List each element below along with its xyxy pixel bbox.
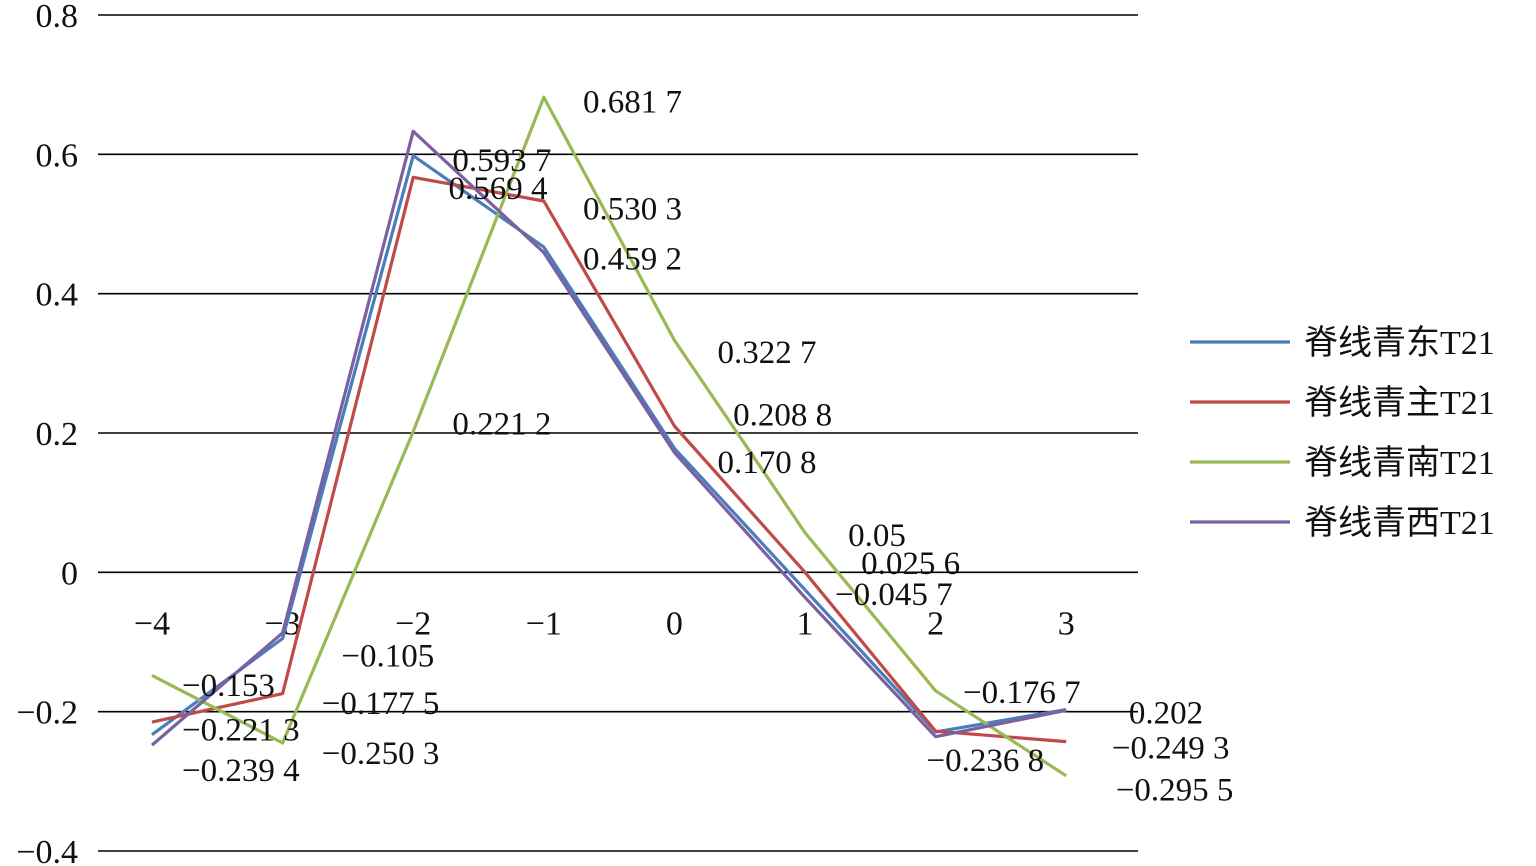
data-label: 0.05 xyxy=(848,518,906,554)
y-tick-label: −0.4 xyxy=(16,834,78,866)
data-label: −0.105 xyxy=(341,639,434,675)
data-label: 0.593 7 xyxy=(452,143,551,179)
x-tick-label: −2 xyxy=(395,605,431,642)
y-tick-label: 0.8 xyxy=(36,0,79,35)
series-line-1 xyxy=(151,154,1067,736)
data-labels: 0.681 7 0.593 70.569 4 0.530 3 0.459 2 0.322… xyxy=(182,85,1233,809)
series-lines xyxy=(150,95,1068,778)
data-label: −0.176 7 xyxy=(963,675,1081,711)
legend-item-1: 脊线青东T21 xyxy=(1190,324,1495,362)
series-line-2 xyxy=(151,175,1067,744)
data-label: 0.322 7 xyxy=(717,335,816,371)
data-label: 0.221 2 xyxy=(452,407,551,443)
legend: 脊线青东T21 脊线青主T21 脊线青南T21 脊线青西T21 xyxy=(1190,324,1495,542)
legend-item-3: 脊线青南T21 xyxy=(1190,444,1495,482)
data-label: 0.025 6 xyxy=(861,546,960,582)
data-label: −0.221 3 xyxy=(182,712,300,748)
data-label: 0.530 3 xyxy=(583,191,682,227)
x-tick-label: 2 xyxy=(927,605,944,642)
data-label: −0.250 3 xyxy=(322,736,440,772)
y-tick-label: 0.6 xyxy=(36,137,79,174)
legend-label: 脊线青主T21 xyxy=(1304,384,1495,422)
data-label: −0.153 xyxy=(182,668,275,704)
series-line-3 xyxy=(151,95,1068,778)
y-tick-label: 0 xyxy=(61,555,78,592)
data-label: 0.208 8 xyxy=(733,397,832,433)
x-tick-label: 3 xyxy=(1058,605,1075,642)
data-label: 0.202 xyxy=(1129,696,1203,732)
legend-label: 脊线青南T21 xyxy=(1304,444,1495,482)
x-axis-ticks: −4 −3 −2 −1 0 1 2 3 xyxy=(134,605,1075,642)
data-label: −0.045 7 xyxy=(835,577,953,613)
data-label: 0.681 7 xyxy=(583,85,682,121)
y-tick-label: −0.2 xyxy=(16,695,78,732)
data-label: −0.239 4 xyxy=(182,753,300,789)
data-label: −0.295 5 xyxy=(1116,772,1234,808)
x-tick-label: −1 xyxy=(526,605,562,642)
legend-label: 脊线青西T21 xyxy=(1304,504,1495,542)
x-tick-label: 1 xyxy=(797,605,814,642)
data-label: −0.236 8 xyxy=(926,743,1044,779)
legend-item-4: 脊线青西T21 xyxy=(1190,504,1495,542)
data-label: 0.170 8 xyxy=(717,445,816,481)
data-label: 0.569 4 xyxy=(448,171,547,207)
series-line-4 xyxy=(150,129,1067,747)
gridlines xyxy=(98,14,1138,852)
y-tick-label: 0.2 xyxy=(36,416,79,453)
data-label: 0.459 2 xyxy=(583,241,682,277)
x-tick-label: −4 xyxy=(134,605,170,642)
data-label: −0.249 3 xyxy=(1112,731,1230,767)
data-label: −0.177 5 xyxy=(322,686,440,722)
y-axis-ticks: 0.8 0.6 0.4 0.2 0 −0.2 −0.4 xyxy=(16,0,78,866)
legend-label: 脊线青东T21 xyxy=(1304,324,1495,362)
legend-item-2: 脊线青主T21 xyxy=(1190,384,1495,422)
y-tick-label: 0.4 xyxy=(36,277,79,314)
x-tick-label: 0 xyxy=(666,605,683,642)
